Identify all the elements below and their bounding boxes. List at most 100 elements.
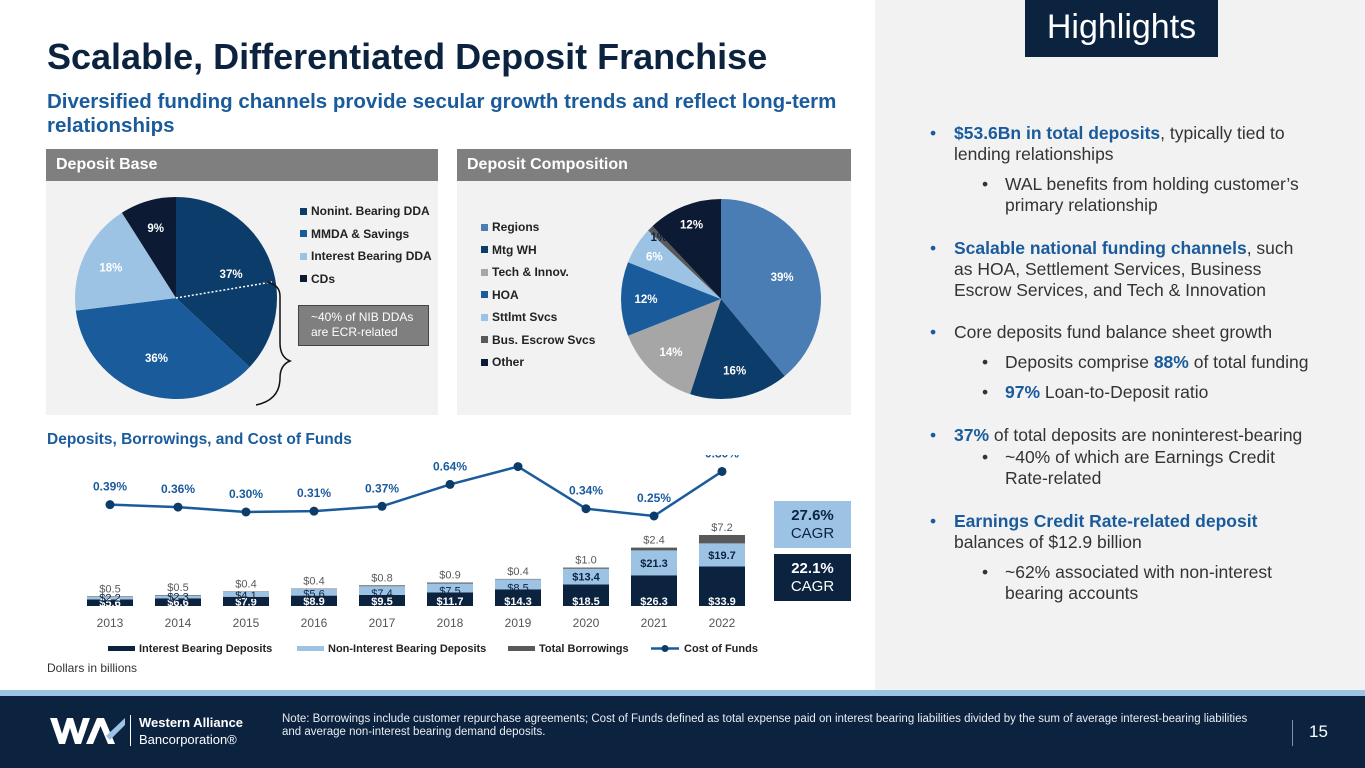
bar-borrowings: [87, 596, 133, 597]
cost-of-funds-point: [649, 511, 659, 521]
deposit-base-pie: 37% 36% 18% 9%: [75, 197, 293, 406]
legend-label: Regions: [492, 220, 540, 235]
deposit-composition-legend: Regions Mtg WH Tech & Innov. HOA Sttlmt Svcs…: [481, 216, 595, 374]
bar-label-non-interest: $4.1: [235, 590, 256, 602]
legend-swatch: [108, 646, 135, 651]
legend-swatch: [481, 313, 488, 321]
legend-swatch: [300, 275, 307, 283]
logo-text-line2: Bancorporation®: [139, 732, 237, 747]
deposit-composition-legend-item: Tech & Innov.: [481, 261, 595, 284]
deposit-base-legend: Nonint. Bearing DDA MMDA & Savings Interes…: [300, 200, 432, 290]
bar-label-borrowings: $0.4: [235, 579, 256, 591]
bar-label-non-interest: $5.6: [303, 589, 324, 601]
bar-label-interest: $18.5: [572, 596, 600, 608]
pie-slice-label: 6%: [646, 252, 663, 264]
sub-bullet-ecr-related: ~40% of which are Earnings Credit Rate-r…: [930, 447, 1310, 489]
bar-interest-bearing: [699, 566, 745, 606]
pie-slice: [628, 230, 721, 299]
bar-borrowings: [631, 547, 677, 551]
x-tick-label: 2014: [165, 616, 192, 630]
pie-slice: [176, 197, 277, 368]
legend-label: Sttlmt Svcs: [492, 310, 558, 325]
deposit-composition-legend-item: Mtg WH: [481, 239, 595, 262]
legend-swatch: [481, 223, 488, 231]
sub-bullet-non-interest-accounts: ~62% associated with non-interest bearin…: [930, 562, 1310, 604]
bar-label-interest: $33.9: [708, 596, 736, 608]
bar-interest-bearing: [223, 596, 269, 606]
bar-non-interest-bearing: [699, 543, 745, 567]
bar-label-interest: $11.7: [437, 596, 464, 608]
deposit-composition-legend-item: Sttlmt Svcs: [481, 306, 595, 329]
bullet-ecr-balances: Earnings Credit Rate-related deposit bal…: [930, 511, 1310, 553]
cagr-box-interest: 22.1% CAGR: [774, 554, 851, 601]
cost-of-funds-label: 0.39%: [93, 480, 127, 494]
legend-label: MMDA & Savings: [311, 226, 410, 241]
pie-slice: [721, 199, 821, 377]
page-subtitle: Diversified funding channels provide sec…: [47, 90, 837, 137]
bullet-total-deposits: $53.6Bn in total deposits, typically tie…: [930, 123, 1310, 165]
pie-slice: [621, 262, 721, 336]
legend-swatch: [481, 246, 488, 254]
x-tick-label: 2017: [369, 616, 396, 630]
cost-of-funds-label: 0.25%: [637, 491, 671, 505]
legend-label: HOA: [492, 287, 519, 302]
legend-swatch: [481, 358, 488, 366]
pie-slice-label: 39%: [771, 272, 794, 284]
cost-of-funds-point: [581, 504, 591, 514]
deposit-base-legend-item: CDs: [300, 268, 432, 291]
bar-label-borrowings: $0.8: [371, 572, 392, 584]
cost-of-funds-point: [173, 502, 183, 512]
deposit-base-legend-item: Interest Bearing DDA: [300, 245, 432, 268]
bullet-funding-channels: Scalable national funding channels, such…: [930, 238, 1310, 301]
x-tick-label: 2021: [641, 616, 668, 630]
legend-label: Nonint. Bearing DDA: [311, 204, 430, 219]
cagr-box-non-interest: 27.6% CAGR: [774, 501, 851, 548]
footer-note: Note: Borrowings include customer repurc…: [282, 713, 1248, 738]
pie-slice: [628, 299, 721, 395]
pie-slice-label: 12%: [634, 294, 657, 306]
highlights-bullets: $53.6Bn in total deposits, typically tie…: [930, 123, 1310, 604]
deposits-bar-chart: $5.6$2.2$0.52013$6.6$2.3$0.52014$7.9$4.1…: [87, 455, 758, 655]
bar-non-interest-bearing: [495, 579, 541, 590]
cost-of-funds-label: 0.86%: [501, 455, 535, 456]
bar-non-interest-bearing: [359, 586, 405, 595]
bar-label-borrowings: $0.5: [167, 582, 188, 594]
dollars-note: Dollars in billions: [47, 661, 138, 675]
bar-label-interest: $9.5: [371, 596, 392, 608]
cagr-value: 27.6%: [791, 507, 834, 524]
bar-non-interest-bearing: [155, 595, 201, 599]
cost-of-funds-label: 0.64%: [433, 459, 467, 473]
bar-interest-bearing: [155, 598, 201, 606]
cost-of-funds-point: [377, 501, 387, 511]
ecr-bracket: [255, 281, 293, 406]
bar-label-interest: $6.6: [167, 597, 188, 609]
bar-interest-bearing: [427, 592, 473, 606]
cagr-label: CAGR: [790, 525, 835, 542]
legend-swatch: [297, 646, 324, 651]
legend-label: Tech & Innov.: [492, 265, 569, 280]
bar-label-non-interest: $2.2: [99, 592, 120, 604]
x-tick-label: 2019: [505, 616, 532, 630]
bar-interest-bearing: [495, 589, 541, 606]
x-tick-label: 2015: [233, 616, 260, 630]
bar-label-non-interest: $8.5: [507, 582, 528, 594]
x-tick-label: 2022: [709, 616, 736, 630]
legend-swatch: [661, 645, 669, 652]
bar-label-non-interest: $7.5: [439, 585, 460, 597]
ecr-callout: ~40% of NIB DDAs are ECR-related: [298, 305, 429, 346]
bar-interest-bearing: [87, 599, 133, 606]
pie-slice-label: 36%: [145, 353, 168, 365]
sub-bullet-deposits-funding: Deposits comprise 88% of total funding: [930, 352, 1310, 373]
legend-label: CDs: [311, 271, 336, 286]
legend-swatch: [300, 252, 307, 260]
bar-label-non-interest: $21.3: [640, 558, 668, 570]
legend-label: Total Borrowings: [539, 643, 629, 655]
cagr-value: 22.1%: [791, 560, 834, 577]
bar-label-non-interest: $13.4: [572, 572, 600, 584]
pie-slice: [75, 212, 176, 311]
pie-slice-label: 14%: [660, 347, 683, 359]
bar-label-non-interest: $19.7: [708, 550, 736, 562]
legend-swatch: [300, 230, 307, 238]
deposit-composition-legend-item: Bus. Escrow Svcs: [481, 329, 595, 352]
bar-borrowings: [563, 567, 609, 569]
